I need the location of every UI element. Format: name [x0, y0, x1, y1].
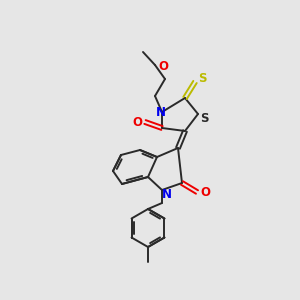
Text: S: S — [198, 73, 206, 85]
Text: N: N — [156, 106, 166, 118]
Text: S: S — [200, 112, 208, 124]
Text: O: O — [158, 61, 168, 74]
Text: N: N — [162, 188, 172, 202]
Text: O: O — [132, 116, 142, 128]
Text: O: O — [200, 187, 210, 200]
